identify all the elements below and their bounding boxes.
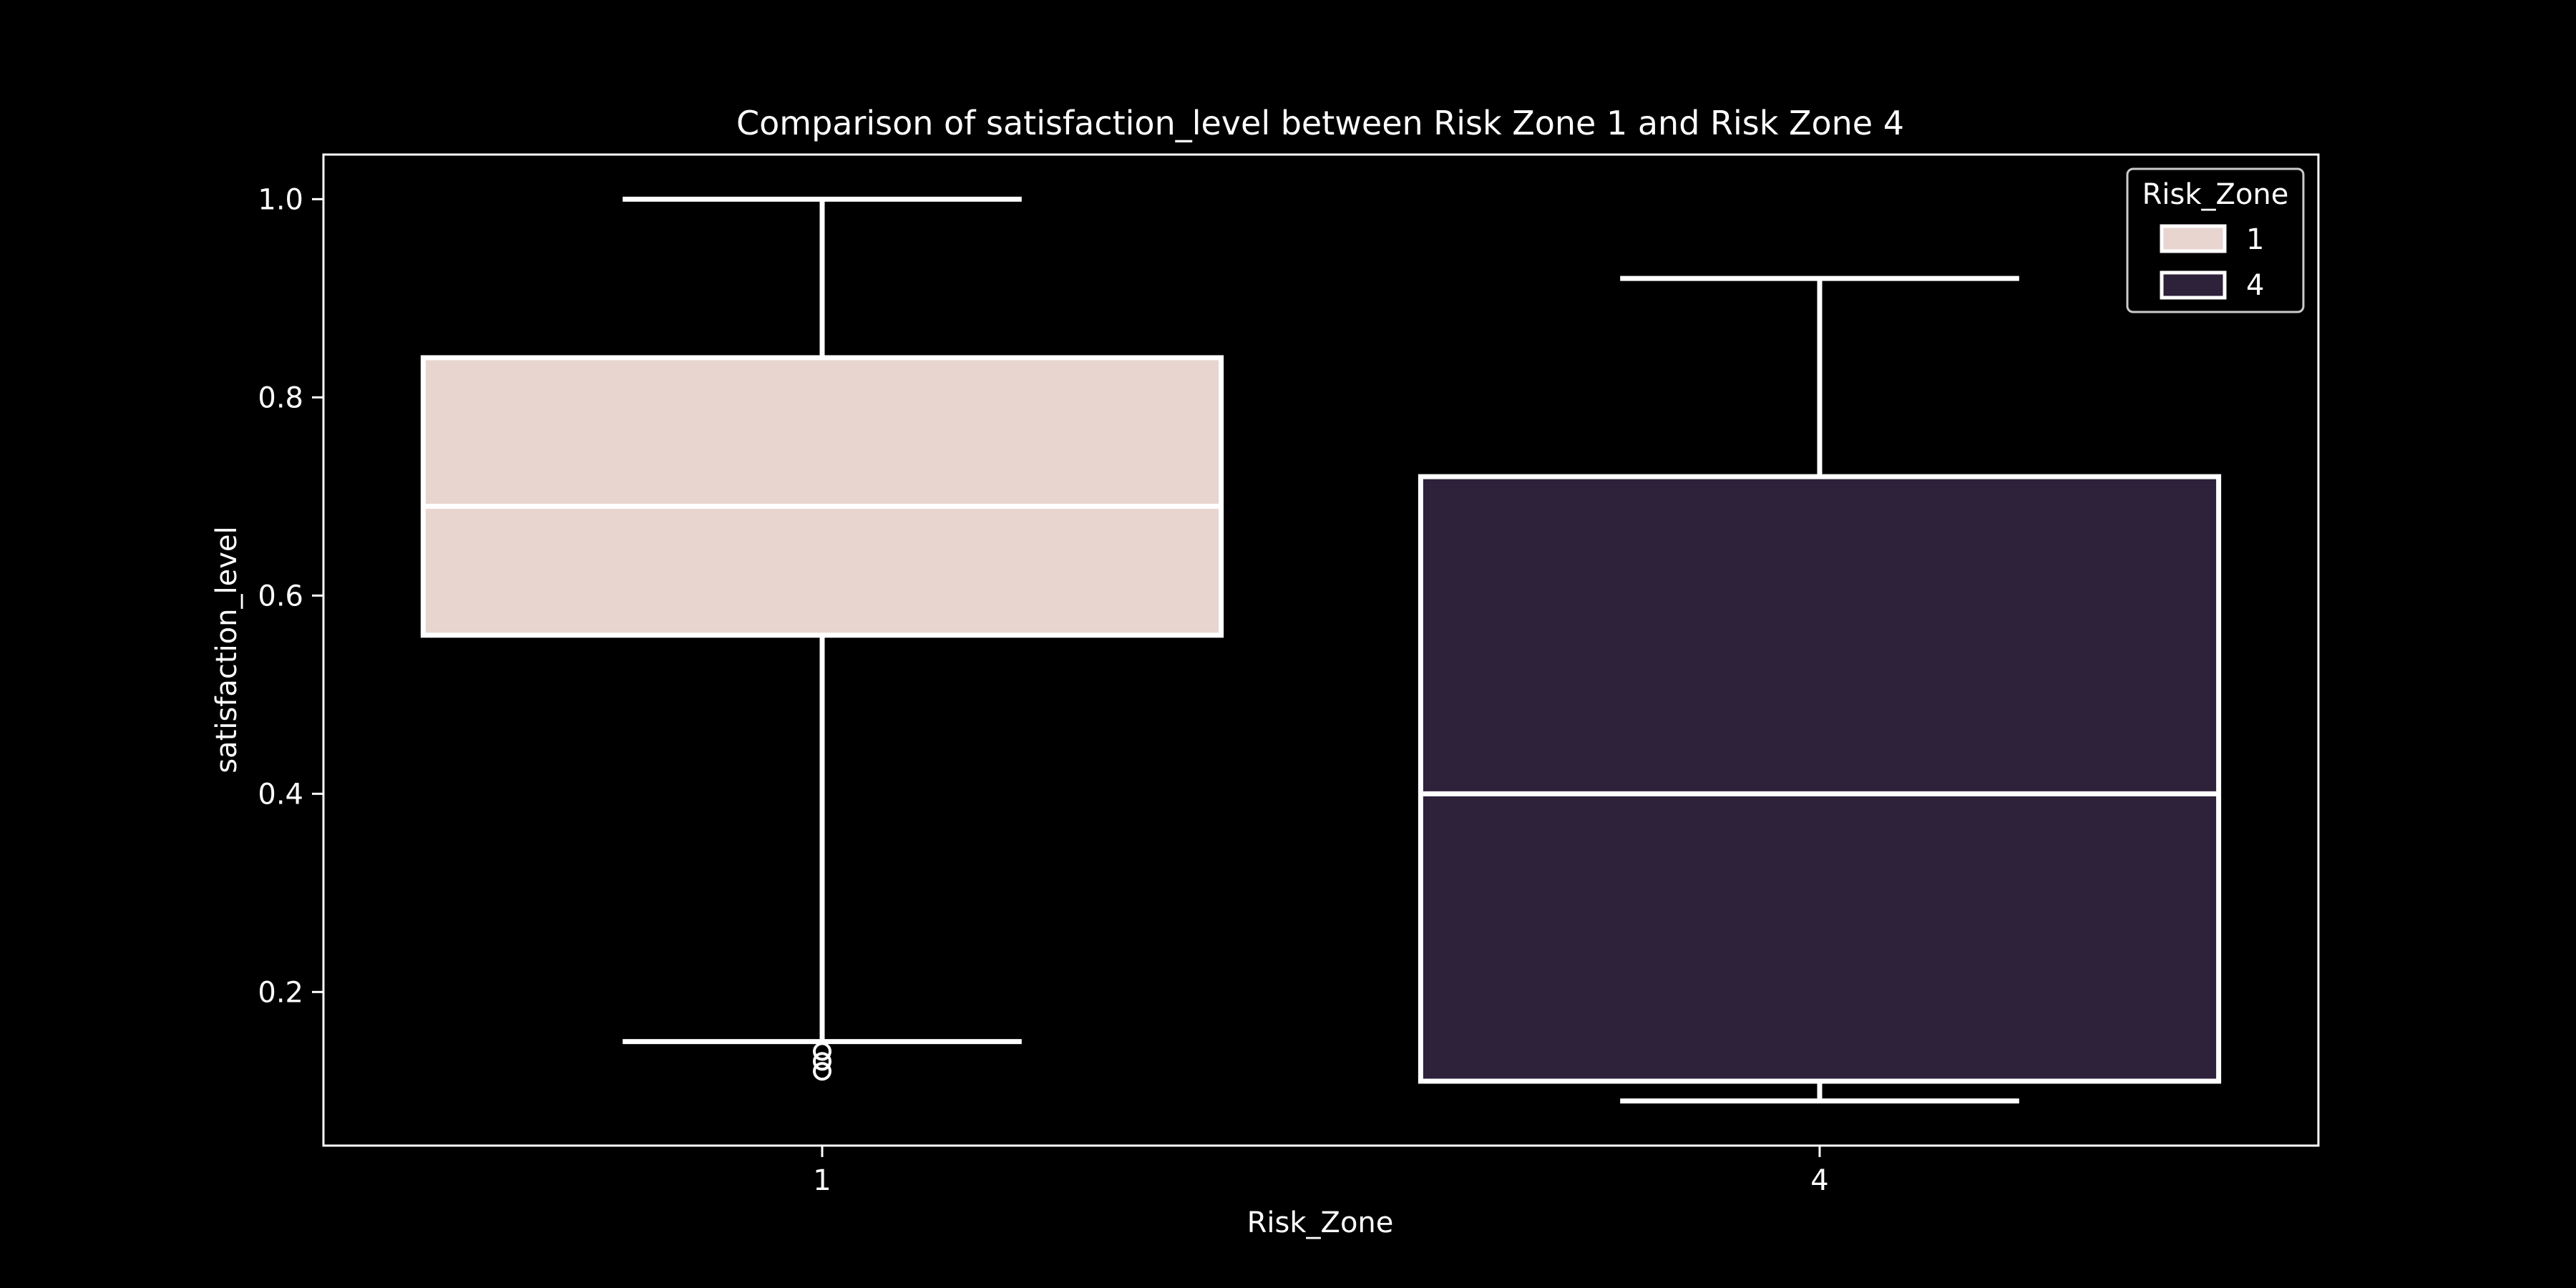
box-1-outlier	[813, 1062, 831, 1081]
y-axis-label: satisfaction_level	[210, 526, 243, 773]
legend-swatch-4	[2160, 270, 2227, 300]
box-1-outlier	[813, 1052, 831, 1071]
box-1-body	[420, 355, 1224, 638]
legend-swatch-1	[2160, 224, 2227, 253]
legend-title: Risk_Zone	[2142, 178, 2289, 211]
plot-area: 0.2 0.4 0.6 0.8 1.0 1 4	[258, 183, 2222, 1197]
y-tick-label: 1.0	[258, 183, 303, 216]
legend-label-4: 4	[2246, 269, 2264, 302]
x-tick-label: 4	[1810, 1164, 1828, 1197]
y-tick-label: 0.8	[258, 381, 303, 414]
x-axis-label: Risk_Zone	[1247, 1206, 1394, 1239]
y-tick-label: 0.6	[258, 580, 303, 613]
box-1-outlier	[813, 1042, 831, 1061]
y-tick-label: 0.2	[258, 976, 303, 1009]
axes-frame	[322, 153, 2320, 1147]
y-tick-label: 0.4	[258, 778, 303, 811]
x-tick-label: 1	[813, 1164, 831, 1197]
chart-title: Comparison of satisfaction_level between…	[736, 104, 1904, 142]
box-4-body	[1418, 474, 2222, 1084]
legend-label-1: 1	[2246, 223, 2264, 256]
legend: Risk_Zone 1 4	[2126, 167, 2305, 313]
